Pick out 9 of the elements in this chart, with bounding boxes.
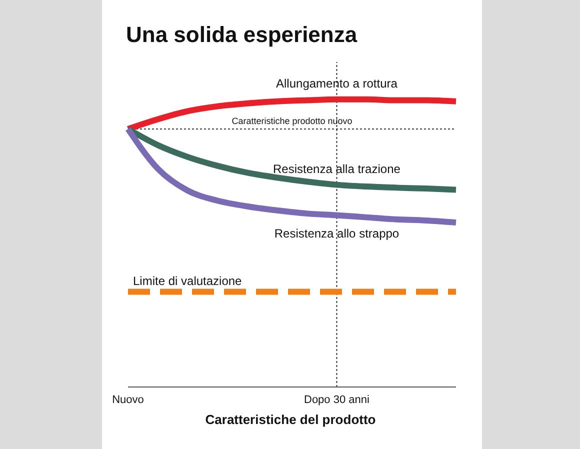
ref-line-label: Limite di valutazione <box>133 274 242 288</box>
series-label: Resistenza allo strappo <box>274 226 400 240</box>
series-label: Resistenza alla trazione <box>273 162 401 176</box>
x-tick-label: Nuovo <box>112 394 144 406</box>
chart-title: Una solida esperienza <box>126 22 358 48</box>
series-label: Allungamento a rottura <box>276 76 398 90</box>
x-axis-title: Caratteristiche del prodotto <box>204 412 377 427</box>
ref-line-label: Caratteristiche prodotto nuovo <box>232 116 352 126</box>
x-tick-label: Dopo 30 anni <box>304 394 370 406</box>
